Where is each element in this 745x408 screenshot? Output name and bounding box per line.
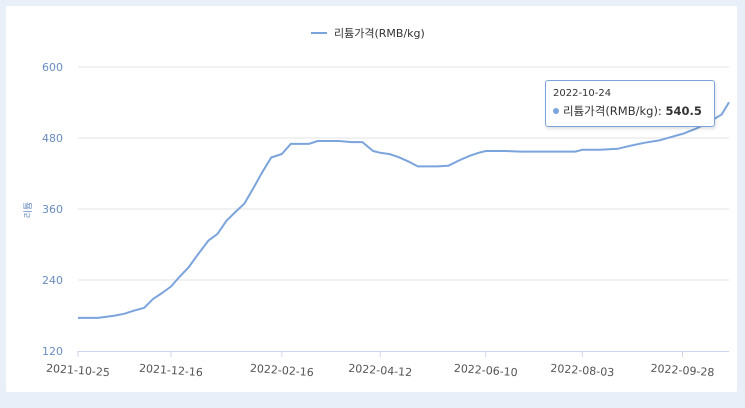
chart-panel (6, 6, 737, 392)
data-point[interactable] (598, 147, 603, 152)
data-point[interactable] (122, 311, 127, 316)
data-point[interactable] (467, 153, 472, 158)
tooltip-date: 2022-10-24 (553, 88, 612, 99)
tooltip-row: 리튬가격(RMB/kg): 540.5 (553, 103, 702, 119)
y-tick-label: 240 (42, 274, 63, 287)
y-tick-label: 600 (42, 61, 63, 74)
grid-lines (78, 66, 729, 281)
data-point[interactable] (297, 141, 302, 146)
data-point[interactable] (360, 140, 365, 145)
x-tick-label: 2021-12-16 (139, 362, 204, 379)
data-point[interactable] (483, 149, 488, 154)
y-axis-ticks: 120 240 360 480 600 (42, 61, 63, 358)
data-point[interactable] (396, 154, 401, 159)
data-point[interactable] (242, 201, 247, 206)
data-point[interactable] (186, 264, 191, 269)
data-point[interactable] (151, 296, 156, 301)
data-point[interactable] (349, 140, 354, 145)
data-point[interactable] (324, 138, 329, 143)
data-point[interactable] (142, 305, 147, 310)
data-point[interactable] (657, 138, 662, 143)
data-tooltip: 2022-10-24 리튬가격(RMB/kg): 540.5 (545, 80, 715, 127)
data-point[interactable] (104, 314, 109, 319)
data-point[interactable] (306, 141, 311, 146)
data-point[interactable] (260, 170, 265, 175)
data-point[interactable] (435, 164, 440, 169)
data-point[interactable] (424, 164, 429, 169)
data-point[interactable] (476, 150, 481, 155)
data-point[interactable] (642, 140, 647, 145)
data-point[interactable] (251, 186, 256, 191)
data-point[interactable] (406, 159, 411, 164)
data-point[interactable] (628, 143, 633, 148)
data-point[interactable] (195, 252, 200, 257)
data-point[interactable] (206, 238, 211, 243)
data-point[interactable] (616, 146, 621, 151)
x-tick-label: 2022-02-16 (250, 362, 315, 379)
data-point[interactable] (160, 291, 165, 296)
x-tick-label: 2022-06-10 (453, 362, 518, 379)
data-point[interactable] (719, 112, 724, 117)
data-point[interactable] (573, 149, 578, 154)
y-axis-label: 리튬 (23, 202, 34, 219)
x-tick-label: 2021-10-25 (46, 362, 111, 379)
series-dot-icon (553, 107, 559, 114)
data-point[interactable] (501, 149, 506, 154)
data-point[interactable] (693, 127, 698, 132)
data-point[interactable] (387, 151, 392, 156)
data-point[interactable] (169, 284, 174, 289)
x-tick-label: 2022-08-03 (550, 362, 615, 379)
tooltip-value: 540.5 (665, 104, 702, 118)
data-point[interactable] (519, 149, 524, 154)
data-point[interactable] (131, 308, 136, 313)
series-line[interactable] (78, 101, 730, 319)
x-axis-ticks: 2021-10-25 2021-12-16 2022-02-16 2022-04-12… (46, 351, 715, 379)
data-point[interactable] (669, 134, 674, 139)
data-point[interactable] (269, 155, 274, 160)
data-point[interactable] (415, 164, 420, 169)
y-tick-label: 360 (42, 203, 63, 216)
y-tick-label: 480 (42, 132, 63, 145)
data-point[interactable] (371, 149, 376, 154)
data-point[interactable] (378, 150, 383, 155)
tooltip-label: 리튬가격(RMB/kg): (563, 104, 666, 118)
data-point[interactable] (337, 138, 342, 143)
legend-label[interactable]: 리튬가격(RMB/kg) (334, 27, 425, 40)
data-point[interactable] (177, 274, 182, 279)
data-point[interactable] (537, 149, 542, 154)
data-point[interactable] (555, 149, 560, 154)
series-group (76, 100, 732, 320)
data-point[interactable] (446, 163, 451, 168)
data-point[interactable] (279, 151, 284, 156)
legend[interactable]: 리튬가격(RMB/kg) (311, 27, 425, 40)
data-point[interactable] (580, 147, 585, 152)
data-point[interactable] (215, 231, 220, 236)
data-point[interactable] (224, 218, 229, 223)
data-point[interactable] (315, 138, 320, 143)
data-point[interactable] (288, 141, 293, 146)
y-tick-label: 120 (42, 345, 63, 358)
data-point[interactable] (456, 158, 461, 163)
data-point[interactable] (233, 209, 238, 214)
data-point[interactable] (680, 131, 685, 136)
data-point[interactable] (95, 315, 100, 320)
x-tick-label: 2022-04-12 (348, 362, 413, 379)
data-point[interactable] (76, 315, 81, 320)
x-tick-label: 2022-09-28 (650, 362, 715, 379)
data-point[interactable] (727, 100, 732, 105)
data-point[interactable] (113, 313, 118, 318)
